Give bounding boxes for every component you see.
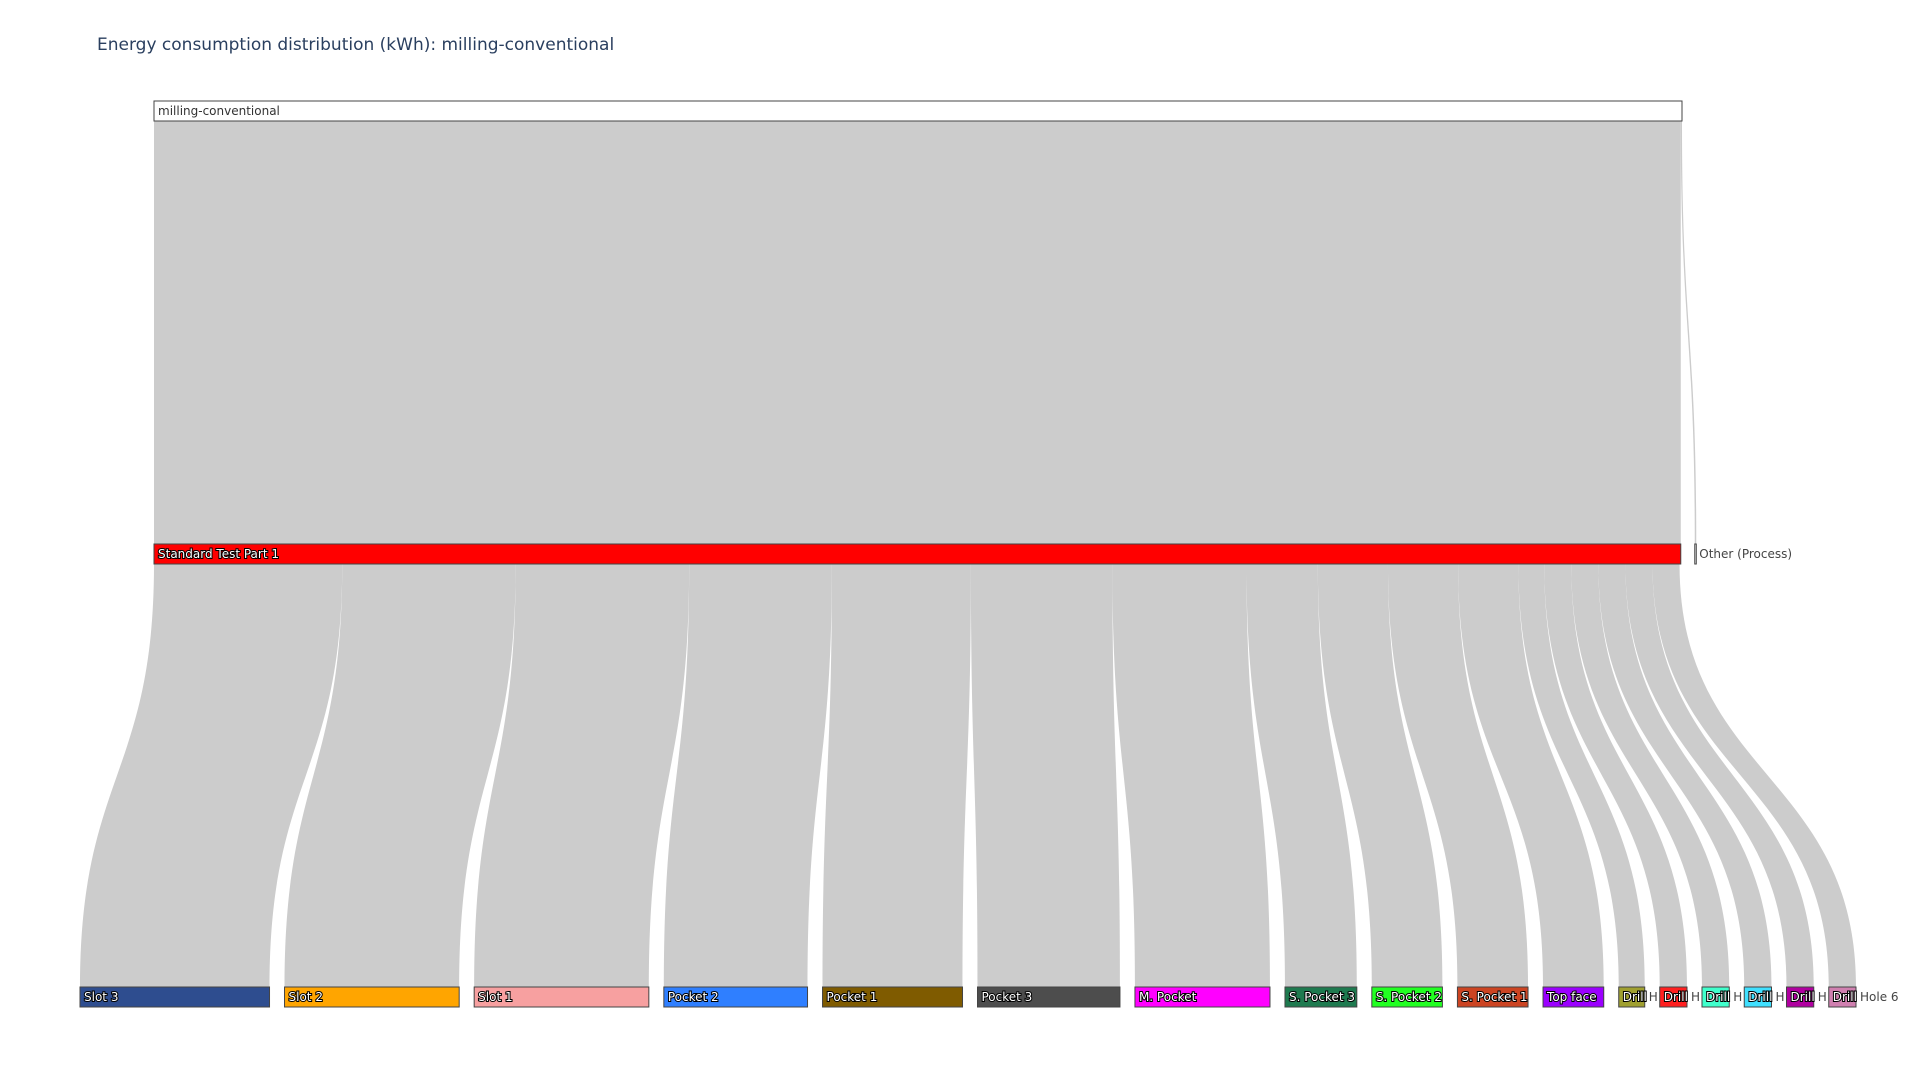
node-bar-drill1 <box>1618 986 1646 1008</box>
node-bar-root <box>153 100 1683 122</box>
node-drill5: Drill H <box>1785 986 1827 1008</box>
node-bar-slot2 <box>284 986 460 1008</box>
node-spocket1: S. Pocket 1 <box>1456 986 1529 1008</box>
link-part-to-drill2 <box>1544 564 1687 987</box>
node-label-topface: Top face <box>1546 990 1597 1004</box>
node-bar-pocket3 <box>977 986 1121 1008</box>
link-part-to-drill3 <box>1571 564 1730 987</box>
node-bar-pocket1 <box>822 986 964 1008</box>
node-part: Standard Test Part 1 <box>153 543 1682 565</box>
node-label-pocket3: Pocket 3 <box>982 990 1033 1004</box>
node-bar-slot1 <box>473 986 650 1008</box>
link-part-to-slot1 <box>474 564 690 987</box>
node-spocket2: S. Pocket 2 <box>1371 986 1443 1008</box>
node-label-other: Other (Process) <box>1699 547 1792 561</box>
link-part-to-mpocket <box>1112 564 1270 987</box>
node-pocket1: Pocket 1 <box>822 986 964 1008</box>
node-label-root: milling-conventional <box>158 104 280 118</box>
sankey-links <box>80 121 1856 987</box>
node-drill6: Drill Hole 6 <box>1828 986 1899 1008</box>
node-bar-spocket1 <box>1456 986 1529 1008</box>
node-label-slot2: Slot 2 <box>289 990 323 1004</box>
node-label-slot1: Slot 1 <box>478 990 512 1004</box>
node-pocket2: Pocket 2 <box>663 986 809 1008</box>
link-root-to-other <box>1680 121 1697 544</box>
node-bar-mpocket <box>1134 986 1271 1008</box>
node-label-spocket3: S. Pocket 3 <box>1289 990 1355 1004</box>
node-spocket3: S. Pocket 3 <box>1284 986 1358 1008</box>
node-bar-drill6 <box>1828 986 1857 1008</box>
node-bar-pocket2 <box>663 986 809 1008</box>
node-other: Other (Process) <box>1694 543 1792 565</box>
node-bar-spocket3 <box>1284 986 1358 1008</box>
node-trail-label-drill5: H <box>1818 990 1827 1004</box>
node-bar-topface <box>1542 986 1605 1008</box>
link-part-to-drill5 <box>1625 564 1814 987</box>
node-drill2: Drill H <box>1659 986 1700 1008</box>
node-label-mpocket: M. Pocket <box>1139 990 1197 1004</box>
node-label-pocket1: Pocket 1 <box>827 990 878 1004</box>
link-part-to-spocket2 <box>1317 564 1443 987</box>
node-trail-label-drill3: H <box>1733 990 1742 1004</box>
node-drill1: Drill H <box>1618 986 1658 1008</box>
node-trail-label-drill1: H <box>1649 990 1658 1004</box>
node-pocket3: Pocket 3 <box>977 986 1121 1008</box>
node-trail-label-drill6: Hole 6 <box>1860 990 1899 1004</box>
node-bar-slot3 <box>79 986 271 1008</box>
link-part-to-slot2 <box>284 564 516 987</box>
link-part-to-drill6 <box>1652 564 1856 987</box>
node-bar-drill2 <box>1659 986 1688 1008</box>
node-label-drill6: Drill <box>1833 990 1857 1004</box>
link-part-to-drill1 <box>1518 564 1645 987</box>
node-label-part: Standard Test Part 1 <box>158 547 279 561</box>
node-bar-spocket2 <box>1371 986 1443 1008</box>
node-root: milling-conventional <box>153 100 1683 122</box>
node-topface: Top face <box>1542 986 1605 1008</box>
node-slot3: Slot 3 <box>79 986 271 1008</box>
node-bar-part <box>153 543 1682 565</box>
link-part-to-drill4 <box>1598 564 1772 987</box>
node-label-drill3: Drill <box>1706 990 1730 1004</box>
node-label-pocket2: Pocket 2 <box>668 990 719 1004</box>
node-label-spocket1: S. Pocket 1 <box>1461 990 1527 1004</box>
link-part-to-topface <box>1458 564 1604 987</box>
node-trail-label-drill2: H <box>1691 990 1700 1004</box>
chart-title: Energy consumption distribution (kWh): m… <box>97 35 614 55</box>
link-part-to-pocket1 <box>822 564 971 987</box>
node-label-drill1: Drill <box>1623 990 1647 1004</box>
sankey-nodes: milling-conventional Standard Test Part 1… <box>79 100 1899 1008</box>
link-root-to-part <box>154 121 1681 544</box>
node-trail-label-drill4: H <box>1775 990 1784 1004</box>
link-part-to-spocket3 <box>1246 564 1357 987</box>
node-label-drill5: Drill <box>1790 990 1814 1004</box>
node-bar-other <box>1694 543 1697 565</box>
node-label-drill4: Drill <box>1748 990 1772 1004</box>
node-bar-drill5 <box>1785 986 1815 1008</box>
node-bar-drill4 <box>1743 986 1772 1008</box>
node-drill4: Drill H <box>1743 986 1785 1008</box>
node-slot1: Slot 1 <box>473 986 650 1008</box>
node-drill3: Drill H <box>1701 986 1742 1008</box>
link-part-to-slot3 <box>80 564 343 987</box>
link-part-to-spocket1 <box>1387 564 1529 987</box>
link-part-to-pocket3 <box>970 564 1120 987</box>
node-label-slot3: Slot 3 <box>84 990 118 1004</box>
node-label-drill2: Drill <box>1664 990 1688 1004</box>
node-mpocket: M. Pocket <box>1134 986 1271 1008</box>
node-label-spocket2: S. Pocket 2 <box>1376 990 1442 1004</box>
node-bar-drill3 <box>1701 986 1730 1008</box>
link-part-to-pocket2 <box>663 564 832 987</box>
node-slot2: Slot 2 <box>284 986 460 1008</box>
